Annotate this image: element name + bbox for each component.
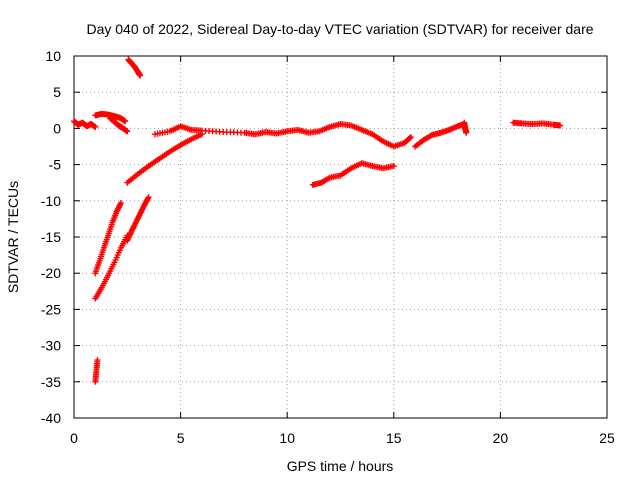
series-seg-spike — [125, 56, 144, 79]
x-tick-label: 15 — [386, 430, 402, 446]
axis-ticks — [73, 55, 608, 419]
series-seg-rise-c — [124, 194, 152, 244]
y-tick-label: -35 — [41, 374, 61, 390]
series-seg-arc-low — [107, 115, 131, 135]
series-seg-rise-b — [92, 232, 131, 302]
x-tick-label: 0 — [70, 430, 78, 446]
y-tick-label: -15 — [41, 229, 61, 245]
series-seg-stub — [461, 119, 470, 136]
y-tick-label: -25 — [41, 301, 61, 317]
data-point — [137, 72, 144, 79]
data-point — [557, 122, 564, 129]
series-seg-curve-up — [124, 131, 205, 186]
series-seg-mid — [152, 121, 414, 150]
chart-title: Day 040 of 2022, Sidereal Day-to-day VTE… — [86, 21, 593, 37]
x-tick-label: 5 — [177, 430, 185, 446]
data-point — [145, 194, 152, 201]
y-tick-label: -40 — [41, 410, 61, 426]
x-tick-label: 10 — [279, 430, 295, 446]
tick-labels: 0 5 10 15 20 25 10 5 0 -5 -10 -15 -20 -25 -30 -35 -40 — [41, 48, 615, 446]
data-point — [124, 128, 131, 135]
series-seg-start — [71, 118, 99, 130]
y-tick-label: -20 — [41, 265, 61, 281]
data-point — [122, 118, 129, 125]
series-seg-rise-a — [92, 199, 124, 277]
x-axis-label: GPS time / hours — [287, 458, 394, 474]
x-tick-label: 20 — [493, 430, 509, 446]
grid-lines — [74, 56, 607, 418]
plot-frame — [73, 55, 608, 419]
data-point — [390, 163, 397, 170]
series-seg-dip — [309, 160, 397, 188]
data-point — [92, 123, 99, 130]
x-tick-label: 25 — [599, 430, 615, 446]
data-points — [71, 56, 564, 385]
series-seg-low-cluster — [92, 357, 101, 385]
y-tick-label: -10 — [41, 193, 61, 209]
y-axis-label: SDTVAR / TECUs — [5, 181, 21, 293]
y-tick-label: 5 — [53, 84, 61, 100]
data-point — [463, 129, 470, 136]
data-point — [406, 135, 413, 142]
series-seg-end — [510, 119, 564, 129]
y-tick-label: -5 — [49, 157, 62, 173]
data-point — [94, 357, 101, 364]
data-point — [407, 134, 414, 141]
y-tick-label: 0 — [53, 120, 61, 136]
data-point — [117, 199, 124, 206]
y-tick-label: -30 — [41, 338, 61, 354]
series-seg-late — [412, 121, 468, 150]
y-tick-label: 10 — [45, 48, 61, 64]
